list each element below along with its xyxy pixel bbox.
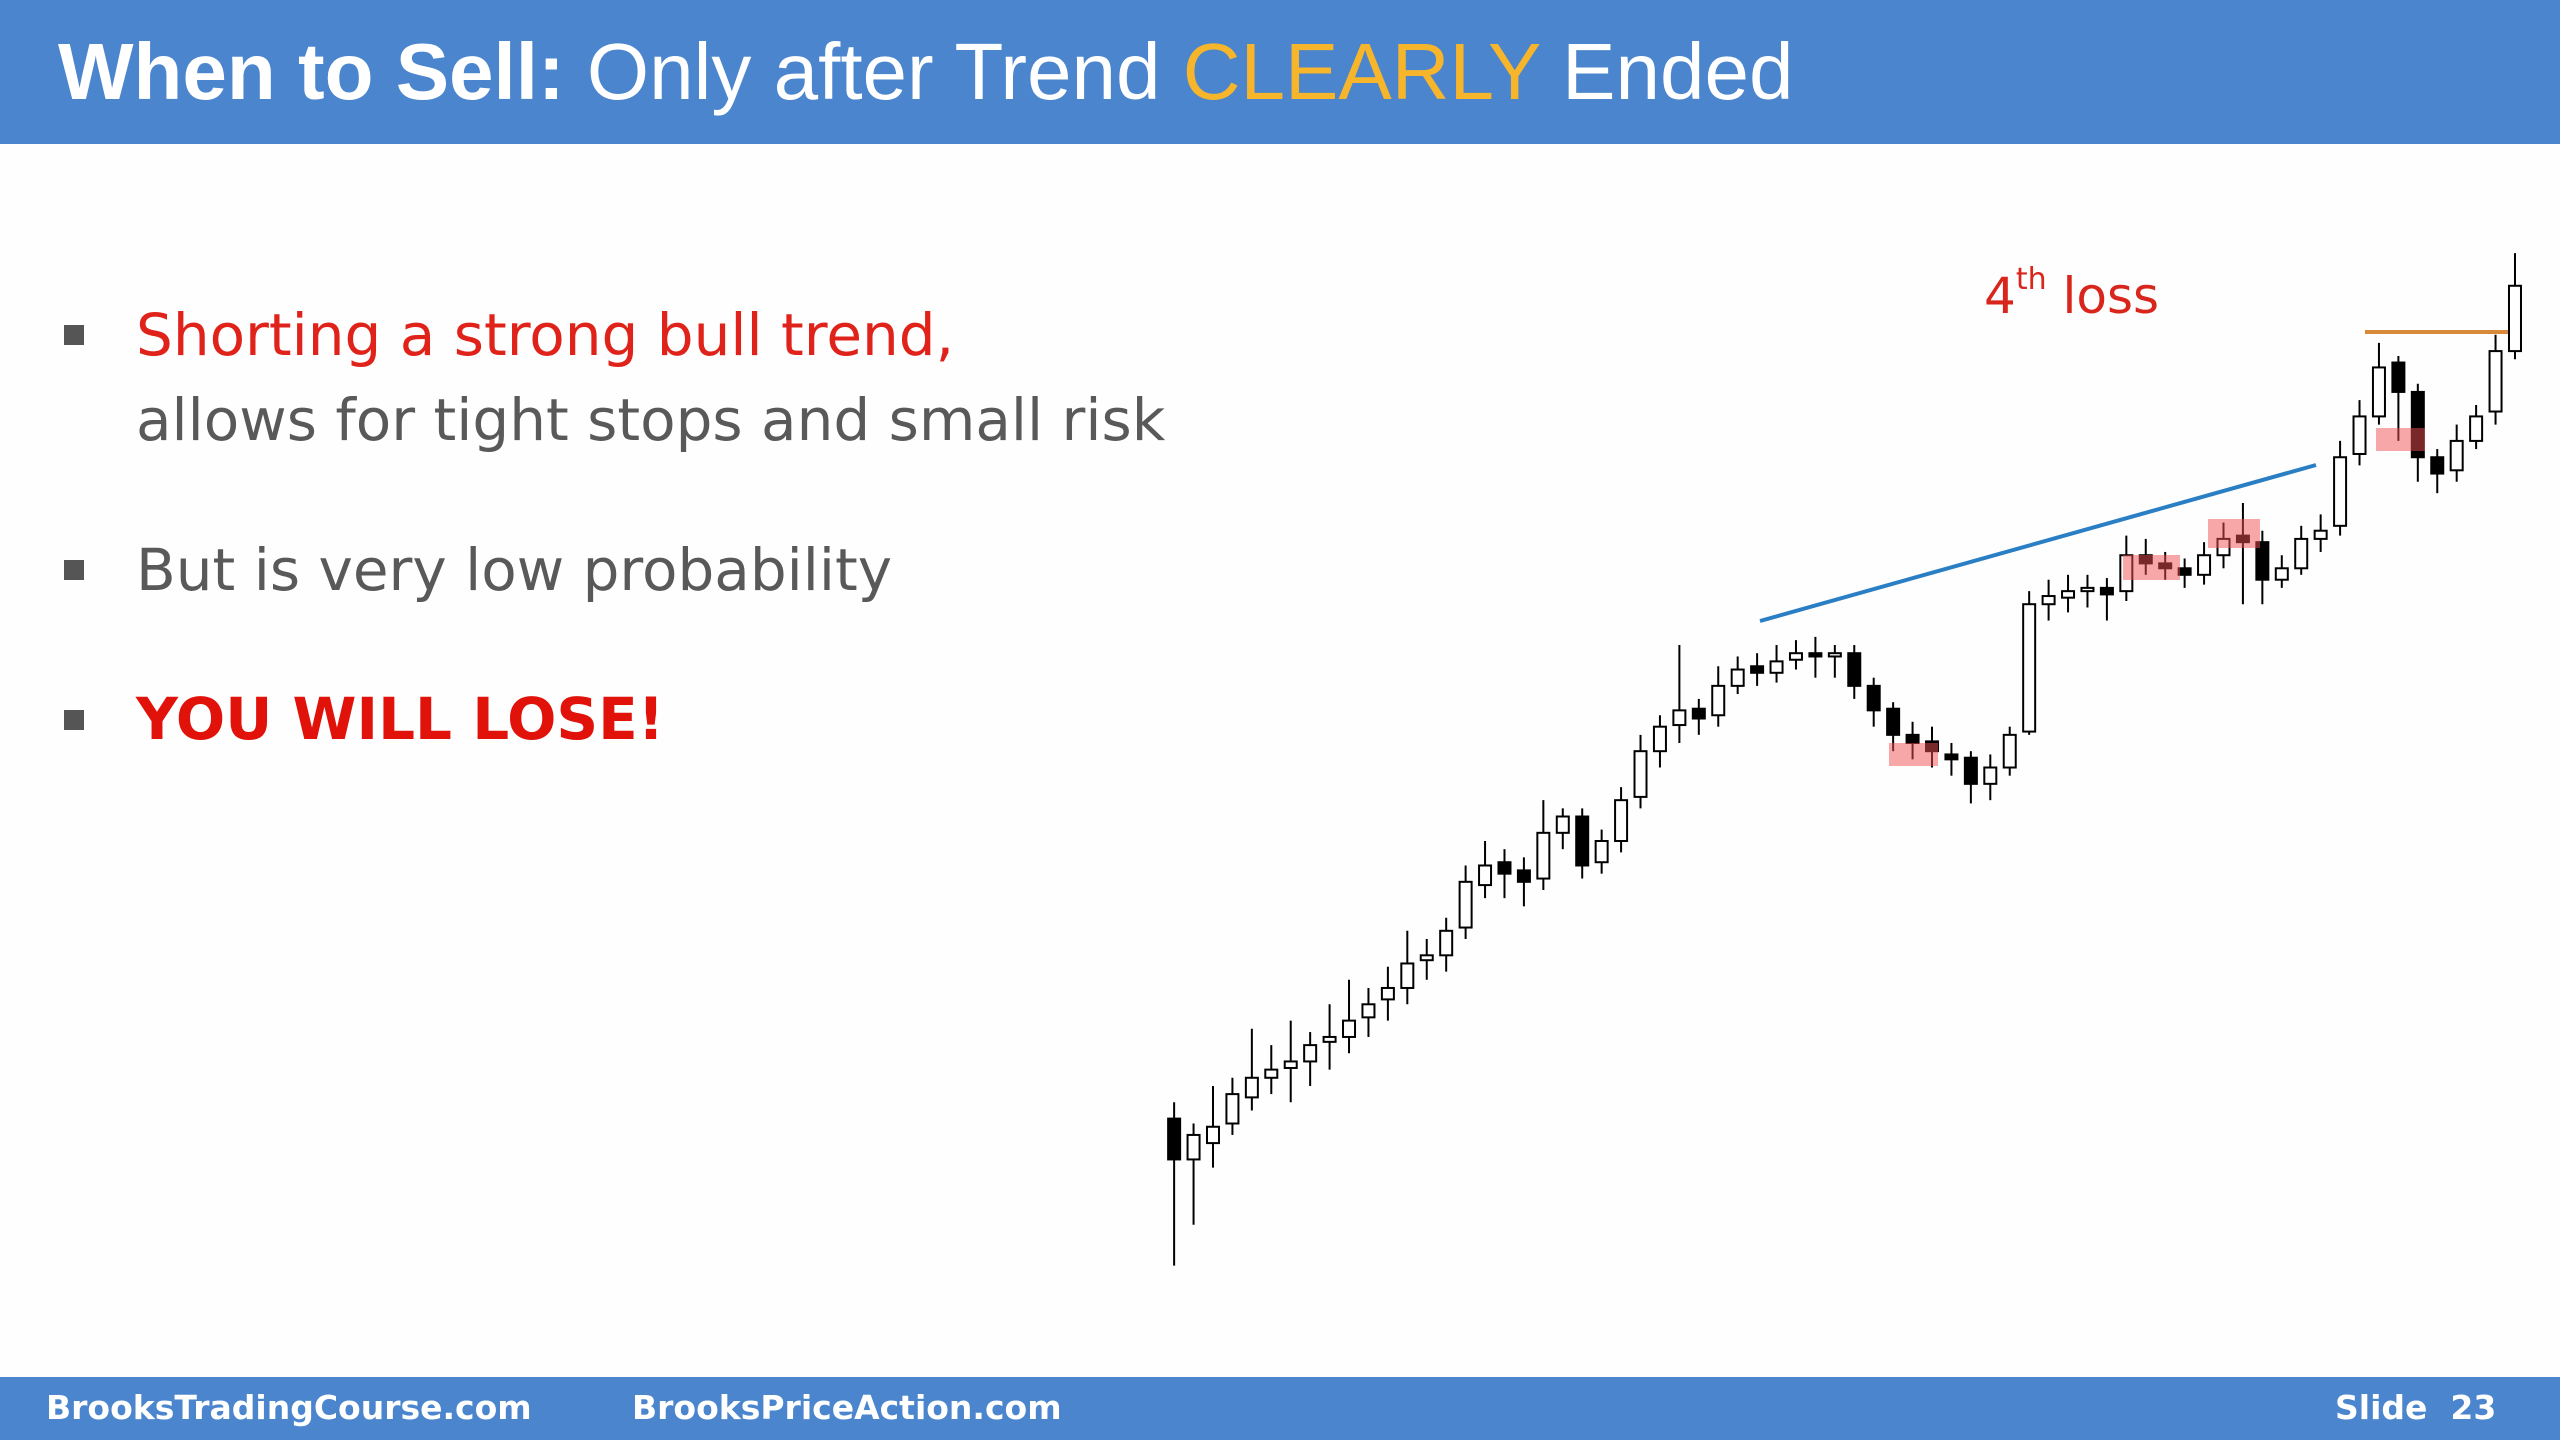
- candle-body: [1400, 962, 1415, 989]
- candle-body: [2177, 567, 2192, 576]
- title-end: Ended: [1562, 27, 1794, 116]
- candle-body: [1827, 652, 1842, 658]
- candle-body: [1614, 799, 1629, 842]
- loss-highlight: [2208, 519, 2260, 548]
- bullet-text: But is very low probability: [136, 536, 893, 604]
- candle-body: [1303, 1044, 1318, 1063]
- candle-body: [1730, 668, 1745, 687]
- candle-body: [1672, 709, 1687, 727]
- candle-body: [2274, 567, 2289, 581]
- title-plain: Only after Trend: [586, 27, 1161, 116]
- candle-body: [1711, 684, 1726, 717]
- candle-body: [2352, 415, 2367, 455]
- candle-body: [2255, 541, 2270, 581]
- candle-body: [2391, 361, 2406, 393]
- candle-body: [2294, 537, 2309, 570]
- candle-body: [2488, 350, 2503, 413]
- candle-body: [1536, 831, 1551, 880]
- annotation-text: loss: [2062, 267, 2160, 325]
- candle-body: [1983, 766, 1998, 785]
- candle-body: [2061, 590, 2076, 599]
- candle-body: [1866, 684, 1881, 712]
- candle-body: [1886, 707, 1901, 736]
- candle-body: [2371, 366, 2386, 418]
- candle-body: [1380, 986, 1395, 1001]
- candle-body: [1497, 861, 1512, 875]
- candle-body: [2002, 733, 2017, 769]
- annotation-suffix: th: [2015, 262, 2047, 297]
- footer-bar: [0, 1377, 2560, 1440]
- loss-highlight: [2123, 555, 2180, 580]
- candle-body: [2469, 415, 2484, 442]
- bullet-marker: [64, 560, 84, 580]
- candle-body: [1633, 750, 1648, 798]
- candle-body: [2099, 586, 2114, 596]
- candle-body: [2080, 586, 2095, 593]
- loss-highlight: [2376, 428, 2425, 451]
- candle-body: [1478, 864, 1493, 887]
- footer-link: BrooksPriceAction.com: [632, 1388, 1062, 1427]
- candle-body: [1322, 1035, 1337, 1043]
- candle-body: [1769, 660, 1784, 674]
- annotation: 4th loss: [1984, 262, 2159, 325]
- candle-body: [1244, 1076, 1259, 1099]
- candle-body: [1167, 1117, 1182, 1161]
- slide-title: When to Sell: Only after Trend CLEARLY E…: [58, 26, 1794, 118]
- candle-body: [2041, 595, 2056, 606]
- bullet-text: Shorting a strong bull trend,: [136, 301, 955, 369]
- candle-body: [1439, 929, 1454, 957]
- title-bold: When to Sell:: [58, 27, 565, 116]
- slide-number: 23: [2450, 1388, 2497, 1427]
- candle-body: [1788, 652, 1803, 661]
- candles: [1167, 253, 2522, 1266]
- candle-body: [1847, 652, 1862, 687]
- candle-body: [2449, 439, 2464, 472]
- candle-body: [1458, 880, 1473, 929]
- candle-body: [1905, 733, 1920, 745]
- candle-body: [1594, 839, 1609, 864]
- candle-body: [1516, 869, 1531, 883]
- candle-body: [2313, 529, 2328, 540]
- candle-body: [1264, 1068, 1279, 1079]
- candle-body: [2022, 603, 2037, 733]
- candle-body: [1555, 815, 1570, 834]
- title-highlight: CLEARLY: [1182, 27, 1540, 116]
- candle-body: [1575, 815, 1590, 867]
- candle-body: [1691, 707, 1706, 720]
- candle-body: [1963, 756, 1978, 785]
- footer-link: BrooksTradingCourse.com: [46, 1388, 532, 1427]
- bullet-marker: [64, 325, 84, 345]
- candle-body: [1283, 1060, 1298, 1069]
- slide-label: Slide: [2335, 1388, 2428, 1427]
- candle-body: [1750, 665, 1765, 674]
- candle-body: [1342, 1019, 1357, 1038]
- trend-line: [1759, 463, 2317, 623]
- candle-body: [1186, 1133, 1201, 1161]
- candle-body: [1808, 652, 1823, 658]
- candle-body: [2507, 284, 2522, 353]
- candle-body: [1205, 1125, 1220, 1145]
- candle-body: [1225, 1093, 1240, 1125]
- bullet-text: allows for tight stops and small risk: [136, 386, 1166, 454]
- bullet-text: YOU WILL LOSE!: [136, 685, 665, 753]
- header-bar: [0, 0, 2560, 144]
- annotation-number: 4: [1984, 267, 2016, 325]
- candle-body: [1652, 725, 1667, 753]
- candle-body: [1944, 753, 1959, 761]
- candle-body: [1361, 1003, 1376, 1019]
- candle-body: [2197, 554, 2212, 576]
- candle-body: [2333, 456, 2348, 527]
- candle-body: [2430, 456, 2445, 475]
- candle-body: [1419, 954, 1434, 962]
- bullet-marker: [64, 710, 84, 730]
- loss-highlight: [1889, 743, 1938, 766]
